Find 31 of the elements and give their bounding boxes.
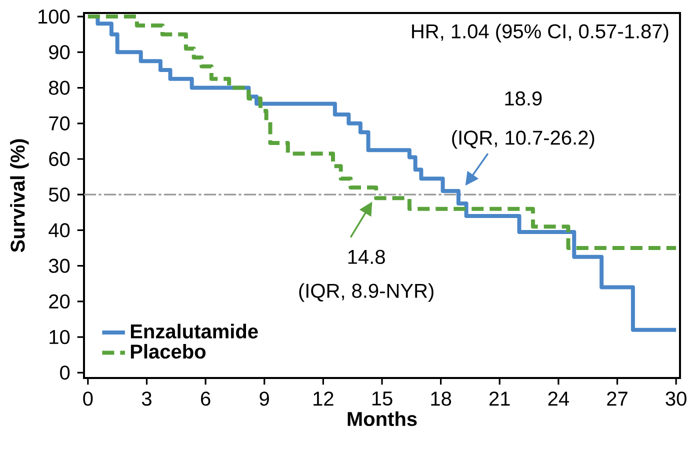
y-tick-label: 50 (48, 188, 70, 202)
y-tick-label: 40 (48, 223, 70, 238)
y-axis-title: Survival (%) (10, 139, 29, 252)
x-tick-label: 15 (372, 392, 392, 406)
annotation: 18.9 (505, 91, 542, 106)
y-tick-label: 60 (49, 152, 70, 166)
x-tick-label: 9 (260, 392, 269, 406)
annotation: (IQR, 10.7-26.2) (452, 130, 594, 149)
y-tick-label: 90 (49, 45, 70, 60)
x-tick-label: 27 (607, 392, 628, 406)
legend-label: Enzalutamide (130, 324, 258, 338)
legend-label: Placebo (130, 344, 206, 359)
x-tick-label: 3 (142, 392, 152, 406)
x-tick-label: 12 (314, 392, 334, 406)
y-tick-label: 80 (49, 80, 70, 95)
y-tick-label: 100 (38, 9, 70, 24)
annotation: 14.8 (348, 250, 385, 264)
x-tick-label: 6 (201, 392, 210, 406)
y-tick-label: 20 (49, 294, 70, 309)
x-tick-label: 30 (666, 392, 686, 406)
x-tick-label: 24 (548, 392, 569, 406)
x-axis-title: Months (348, 411, 417, 426)
y-tick-label: 10 (50, 330, 70, 344)
x-tick-label: 18 (431, 392, 452, 406)
x-tick-label: 21 (490, 392, 510, 406)
y-tick-label: 0 (60, 366, 70, 380)
x-tick-label: 0 (83, 392, 93, 406)
y-tick-label: 30 (48, 258, 70, 273)
y-tick-label: 70 (49, 116, 70, 130)
annotation: (IQR, 8.9-NYR) (299, 283, 434, 302)
annotation: HR, 1.04 (95% CI, 0.57-1.87) (412, 24, 668, 42)
